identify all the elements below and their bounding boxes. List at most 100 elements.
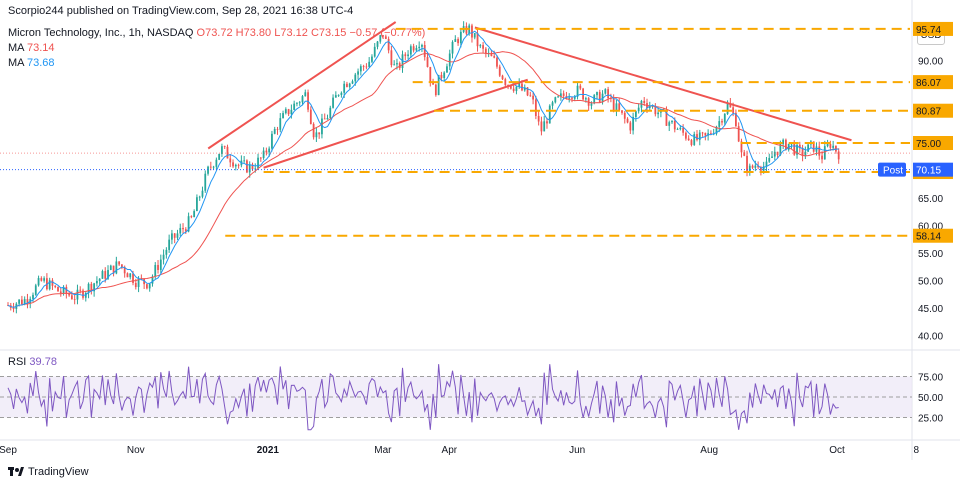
rsi-line — [7, 364, 839, 431]
candle-body — [501, 75, 504, 80]
candle-body — [773, 151, 776, 157]
candle-body — [748, 165, 751, 172]
candle-body — [346, 83, 348, 87]
candle-body — [268, 148, 271, 153]
candle-body — [107, 269, 109, 279]
candle-body — [204, 173, 207, 191]
ma-fast-value: 73.68 — [26, 57, 55, 69]
candle-body — [373, 46, 376, 57]
candle-body — [684, 132, 687, 139]
candle-body — [526, 87, 529, 96]
candle-body — [218, 153, 221, 160]
candle-body — [698, 132, 701, 140]
candle-body — [554, 97, 557, 103]
candle-body — [79, 289, 82, 291]
candle-body — [493, 56, 496, 58]
ma-slow-value: 73.14 — [26, 42, 55, 54]
candle-body — [551, 102, 554, 106]
candle-body — [290, 109, 293, 115]
candle-body — [304, 92, 307, 97]
candle-body — [248, 164, 251, 173]
candle-body — [440, 74, 443, 78]
ma-slow-label: MA — [8, 42, 24, 54]
candle-body — [348, 83, 351, 87]
rsi-label: RSI — [8, 356, 27, 368]
candle-body — [337, 94, 340, 96]
candle-body — [804, 151, 807, 156]
candle-body — [315, 132, 318, 138]
rsi-legend: RSI 39.78 — [8, 356, 57, 368]
candle-body — [837, 151, 840, 160]
open-value: O73.72 — [196, 27, 233, 39]
candle-body — [721, 121, 723, 123]
candle-body — [529, 95, 532, 97]
candle-body — [382, 35, 384, 37]
trendline — [263, 78, 529, 169]
candle-body — [596, 92, 598, 96]
candle-body — [190, 216, 193, 218]
candle-body — [32, 294, 34, 299]
candle-body — [18, 299, 21, 304]
candle-body — [504, 79, 507, 85]
candle-body — [90, 283, 93, 292]
candle-body — [540, 121, 543, 132]
ma-fast-line — [7, 30, 839, 308]
candle-body — [257, 157, 259, 169]
candle-body — [362, 66, 365, 68]
x-tick-label: Oct — [829, 445, 845, 456]
candle-body — [632, 116, 635, 131]
candle-body — [634, 111, 637, 117]
candle-body — [768, 157, 771, 162]
candle-body — [332, 97, 334, 108]
candle-body — [584, 98, 587, 100]
ohlc-values: O73.72 H73.80 L73.12 C73.15 −0.57 (−0.77… — [197, 27, 426, 39]
symbol-title: Micron Technology, Inc., 1h, NASDAQ — [8, 27, 194, 39]
tradingview-brand[interactable]: TradingView — [8, 466, 89, 478]
x-tick-label: Mar — [374, 445, 392, 456]
candle-body — [254, 168, 257, 170]
candle-body — [23, 299, 26, 305]
candle-body — [37, 278, 40, 286]
candle-body — [157, 264, 159, 270]
candle-body — [448, 53, 451, 67]
candle-body — [548, 105, 551, 124]
x-tick-label: 2021 — [257, 445, 280, 456]
candle-body — [429, 66, 432, 83]
candle-body — [65, 286, 68, 294]
candle-body — [643, 100, 646, 104]
symbol-legend: Micron Technology, Inc., 1h, NASDAQ O73.… — [8, 27, 425, 39]
candle-body — [573, 96, 576, 99]
candle-body — [96, 281, 98, 284]
x-tick-label: Nov — [127, 445, 145, 456]
candle-body — [45, 278, 48, 290]
candle-body — [476, 33, 479, 47]
candle-body — [54, 285, 57, 287]
candle-body — [318, 132, 321, 135]
candle-body — [359, 66, 362, 72]
candle-body — [579, 85, 582, 89]
candle-body — [434, 84, 437, 96]
candle-body — [407, 54, 409, 57]
candle-body — [665, 110, 668, 126]
candle-body — [165, 249, 168, 255]
candle-body — [412, 46, 415, 51]
candle-body — [68, 293, 71, 296]
candle-body — [512, 88, 515, 91]
rsi-tick-label: 50.00 — [918, 393, 943, 404]
candle-body — [471, 25, 473, 38]
candle-body — [123, 267, 126, 274]
candle-body — [323, 118, 326, 120]
candle-body — [154, 264, 157, 277]
candle-body — [48, 280, 51, 290]
trendline — [474, 26, 852, 142]
candle-body — [271, 133, 273, 149]
candle-body — [796, 144, 798, 155]
candle-body — [446, 66, 448, 73]
candle-body — [82, 290, 84, 298]
candle-body — [601, 93, 604, 103]
candle-body — [621, 110, 623, 113]
ma-fast-legend: MA 73.68 — [8, 57, 55, 69]
candle-body — [710, 133, 712, 135]
ma-slow-legend: MA 73.14 — [8, 42, 55, 54]
